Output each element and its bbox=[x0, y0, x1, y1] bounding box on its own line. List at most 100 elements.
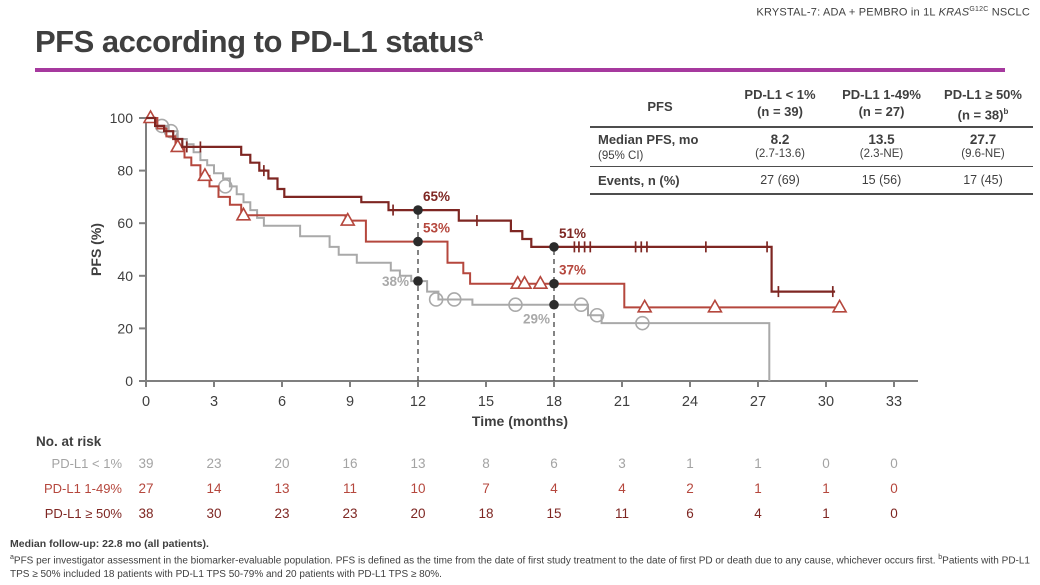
at-risk-value: 16 bbox=[342, 456, 358, 471]
milestone-label: 51% bbox=[559, 226, 586, 241]
at-risk-value: 30 bbox=[206, 506, 222, 521]
at-risk-value: 14 bbox=[206, 481, 222, 496]
censor-marks-pdl1-ge50 bbox=[185, 141, 834, 298]
y-tick-label: 60 bbox=[117, 215, 133, 231]
x-tick-label: 6 bbox=[278, 394, 286, 410]
milestone-label: 37% bbox=[559, 263, 586, 278]
footnote-superscript: a bbox=[10, 554, 14, 561]
at-risk-value: 0 bbox=[822, 456, 830, 471]
censor-circle bbox=[573, 297, 589, 313]
x-tick-label: 27 bbox=[750, 394, 766, 410]
events-value: 27 (69) bbox=[730, 167, 830, 196]
study-tag-prefix: KRYSTAL-7: ADA + PEMBRO in 1L bbox=[756, 6, 939, 19]
censor-marks-pdl1-1-49 bbox=[142, 109, 848, 313]
summary-median-cell: 8.2 (2.7-13.6) bbox=[730, 128, 830, 168]
milestone-dot bbox=[413, 236, 423, 247]
censor-marks-pdl1-lt1 bbox=[154, 118, 650, 331]
at-risk-value: 39 bbox=[138, 456, 154, 471]
y-tick-label: 40 bbox=[117, 268, 133, 284]
at-risk-value: 27 bbox=[138, 481, 154, 496]
at-risk-value: 38 bbox=[138, 506, 154, 521]
x-tick-label: 15 bbox=[478, 394, 494, 410]
y-axis-title: PFS (%) bbox=[88, 223, 104, 276]
at-risk-value: 20 bbox=[274, 456, 290, 471]
at-risk-value: 13 bbox=[410, 456, 426, 471]
milestone-label: 53% bbox=[423, 221, 450, 236]
events-value: 15 (56) bbox=[830, 167, 933, 196]
median-value: 8.2 bbox=[770, 132, 790, 148]
x-tick-label: 9 bbox=[346, 394, 354, 410]
summary-median-cell: 27.7 (9.6-NE) bbox=[933, 128, 1033, 168]
at-risk-value: 4 bbox=[550, 481, 558, 496]
summary-column-title: PD-L1 < 1% bbox=[744, 87, 816, 102]
summary-column-superscript: b bbox=[1003, 107, 1009, 116]
at-risk-value: 20 bbox=[410, 506, 426, 521]
at-risk-value: 1 bbox=[822, 481, 830, 496]
at-risk-value: 1 bbox=[754, 481, 762, 496]
censor-triangle bbox=[142, 109, 159, 124]
at-risk-value: 18 bbox=[478, 506, 494, 521]
censor-triangle bbox=[636, 298, 653, 313]
y-tick-label: 20 bbox=[117, 320, 133, 336]
summary-column-header: PD-L1 1-49% (n = 27) bbox=[830, 86, 933, 129]
x-tick-label: 33 bbox=[886, 394, 902, 410]
events-row-label: Events, n (%) bbox=[590, 167, 730, 196]
summary-corner-label: PFS bbox=[590, 86, 730, 129]
median-value: 13.5 bbox=[868, 132, 895, 148]
censor-triangle bbox=[707, 298, 723, 313]
median-value: 27.7 bbox=[969, 132, 997, 148]
x-tick-label: 0 bbox=[142, 394, 150, 410]
gene-name: KRAS bbox=[938, 6, 970, 19]
at-risk-value: 1 bbox=[822, 506, 830, 521]
at-risk-value: 0 bbox=[890, 506, 898, 521]
page-title: PFS according to PD-L1 statusa bbox=[35, 24, 483, 60]
pfs-summary-table: PFS PD-L1 < 1% (n = 39) PD-L1 1-49% (n = 27)… bbox=[590, 86, 1033, 196]
censor-triangle bbox=[516, 275, 533, 289]
at-risk-row-label: PD-L1 < 1% bbox=[51, 456, 122, 471]
censor-circle bbox=[635, 315, 650, 331]
km-curve-pdl1-ge50 bbox=[146, 116, 836, 293]
at-risk-value: 15 bbox=[546, 506, 562, 521]
study-tag: KRYSTAL-7: ADA + PEMBRO in 1L KRASG12C N… bbox=[756, 6, 1030, 19]
milestone-dot bbox=[413, 276, 423, 286]
x-tick-label: 24 bbox=[682, 394, 698, 410]
at-risk-value: 11 bbox=[614, 506, 629, 521]
at-risk-value: 10 bbox=[410, 481, 426, 496]
censor-circle bbox=[508, 297, 523, 313]
at-risk-value: 3 bbox=[618, 456, 626, 471]
censor-triangle bbox=[339, 211, 356, 226]
at-risk-row-label: PD-L1 ≥ 50% bbox=[44, 506, 122, 521]
censor-triangle bbox=[197, 167, 213, 182]
at-risk-value: 6 bbox=[686, 506, 694, 521]
censor-triangle bbox=[532, 275, 549, 289]
censor-triangle bbox=[831, 298, 848, 313]
at-risk-value: 23 bbox=[342, 506, 358, 521]
page-title-superscript: a bbox=[473, 25, 483, 45]
at-risk-value: 4 bbox=[754, 506, 762, 521]
at-risk-value: 4 bbox=[618, 481, 626, 496]
censor-circle bbox=[589, 307, 605, 323]
at-risk-value: 23 bbox=[274, 506, 290, 521]
y-tick-label: 100 bbox=[110, 110, 134, 126]
summary-column-subtitle: (n = 27) bbox=[858, 104, 905, 119]
x-axis-title: Time (months) bbox=[472, 413, 568, 429]
summary-column-header: PD-L1 < 1% (n = 39) bbox=[730, 86, 830, 129]
title-accent-rule bbox=[35, 68, 1005, 72]
summary-row-label: Median PFS, mo (95% CI) bbox=[590, 128, 730, 168]
milestone-label: 38% bbox=[382, 274, 409, 289]
median-ci: (2.7-13.6) bbox=[755, 148, 805, 161]
milestone-dot bbox=[413, 205, 423, 215]
milestone-dot bbox=[549, 278, 559, 289]
y-tick-label: 80 bbox=[117, 163, 133, 179]
km-curve-pdl1-1-49 bbox=[146, 117, 840, 309]
median-followup-note: Median follow-up: 22.8 mo (all patients)… bbox=[10, 538, 209, 550]
at-risk-value: 11 bbox=[342, 481, 357, 496]
censor-circle bbox=[428, 292, 444, 307]
censor-circle bbox=[446, 292, 462, 307]
events-value: 17 (45) bbox=[933, 167, 1033, 196]
summary-column-title: PD-L1 ≥ 50% bbox=[944, 87, 1022, 102]
summary-column-subtitle: (n = 39) bbox=[757, 104, 803, 119]
study-tag-suffix: NSCLC bbox=[988, 6, 1030, 19]
x-tick-label: 3 bbox=[210, 394, 218, 410]
